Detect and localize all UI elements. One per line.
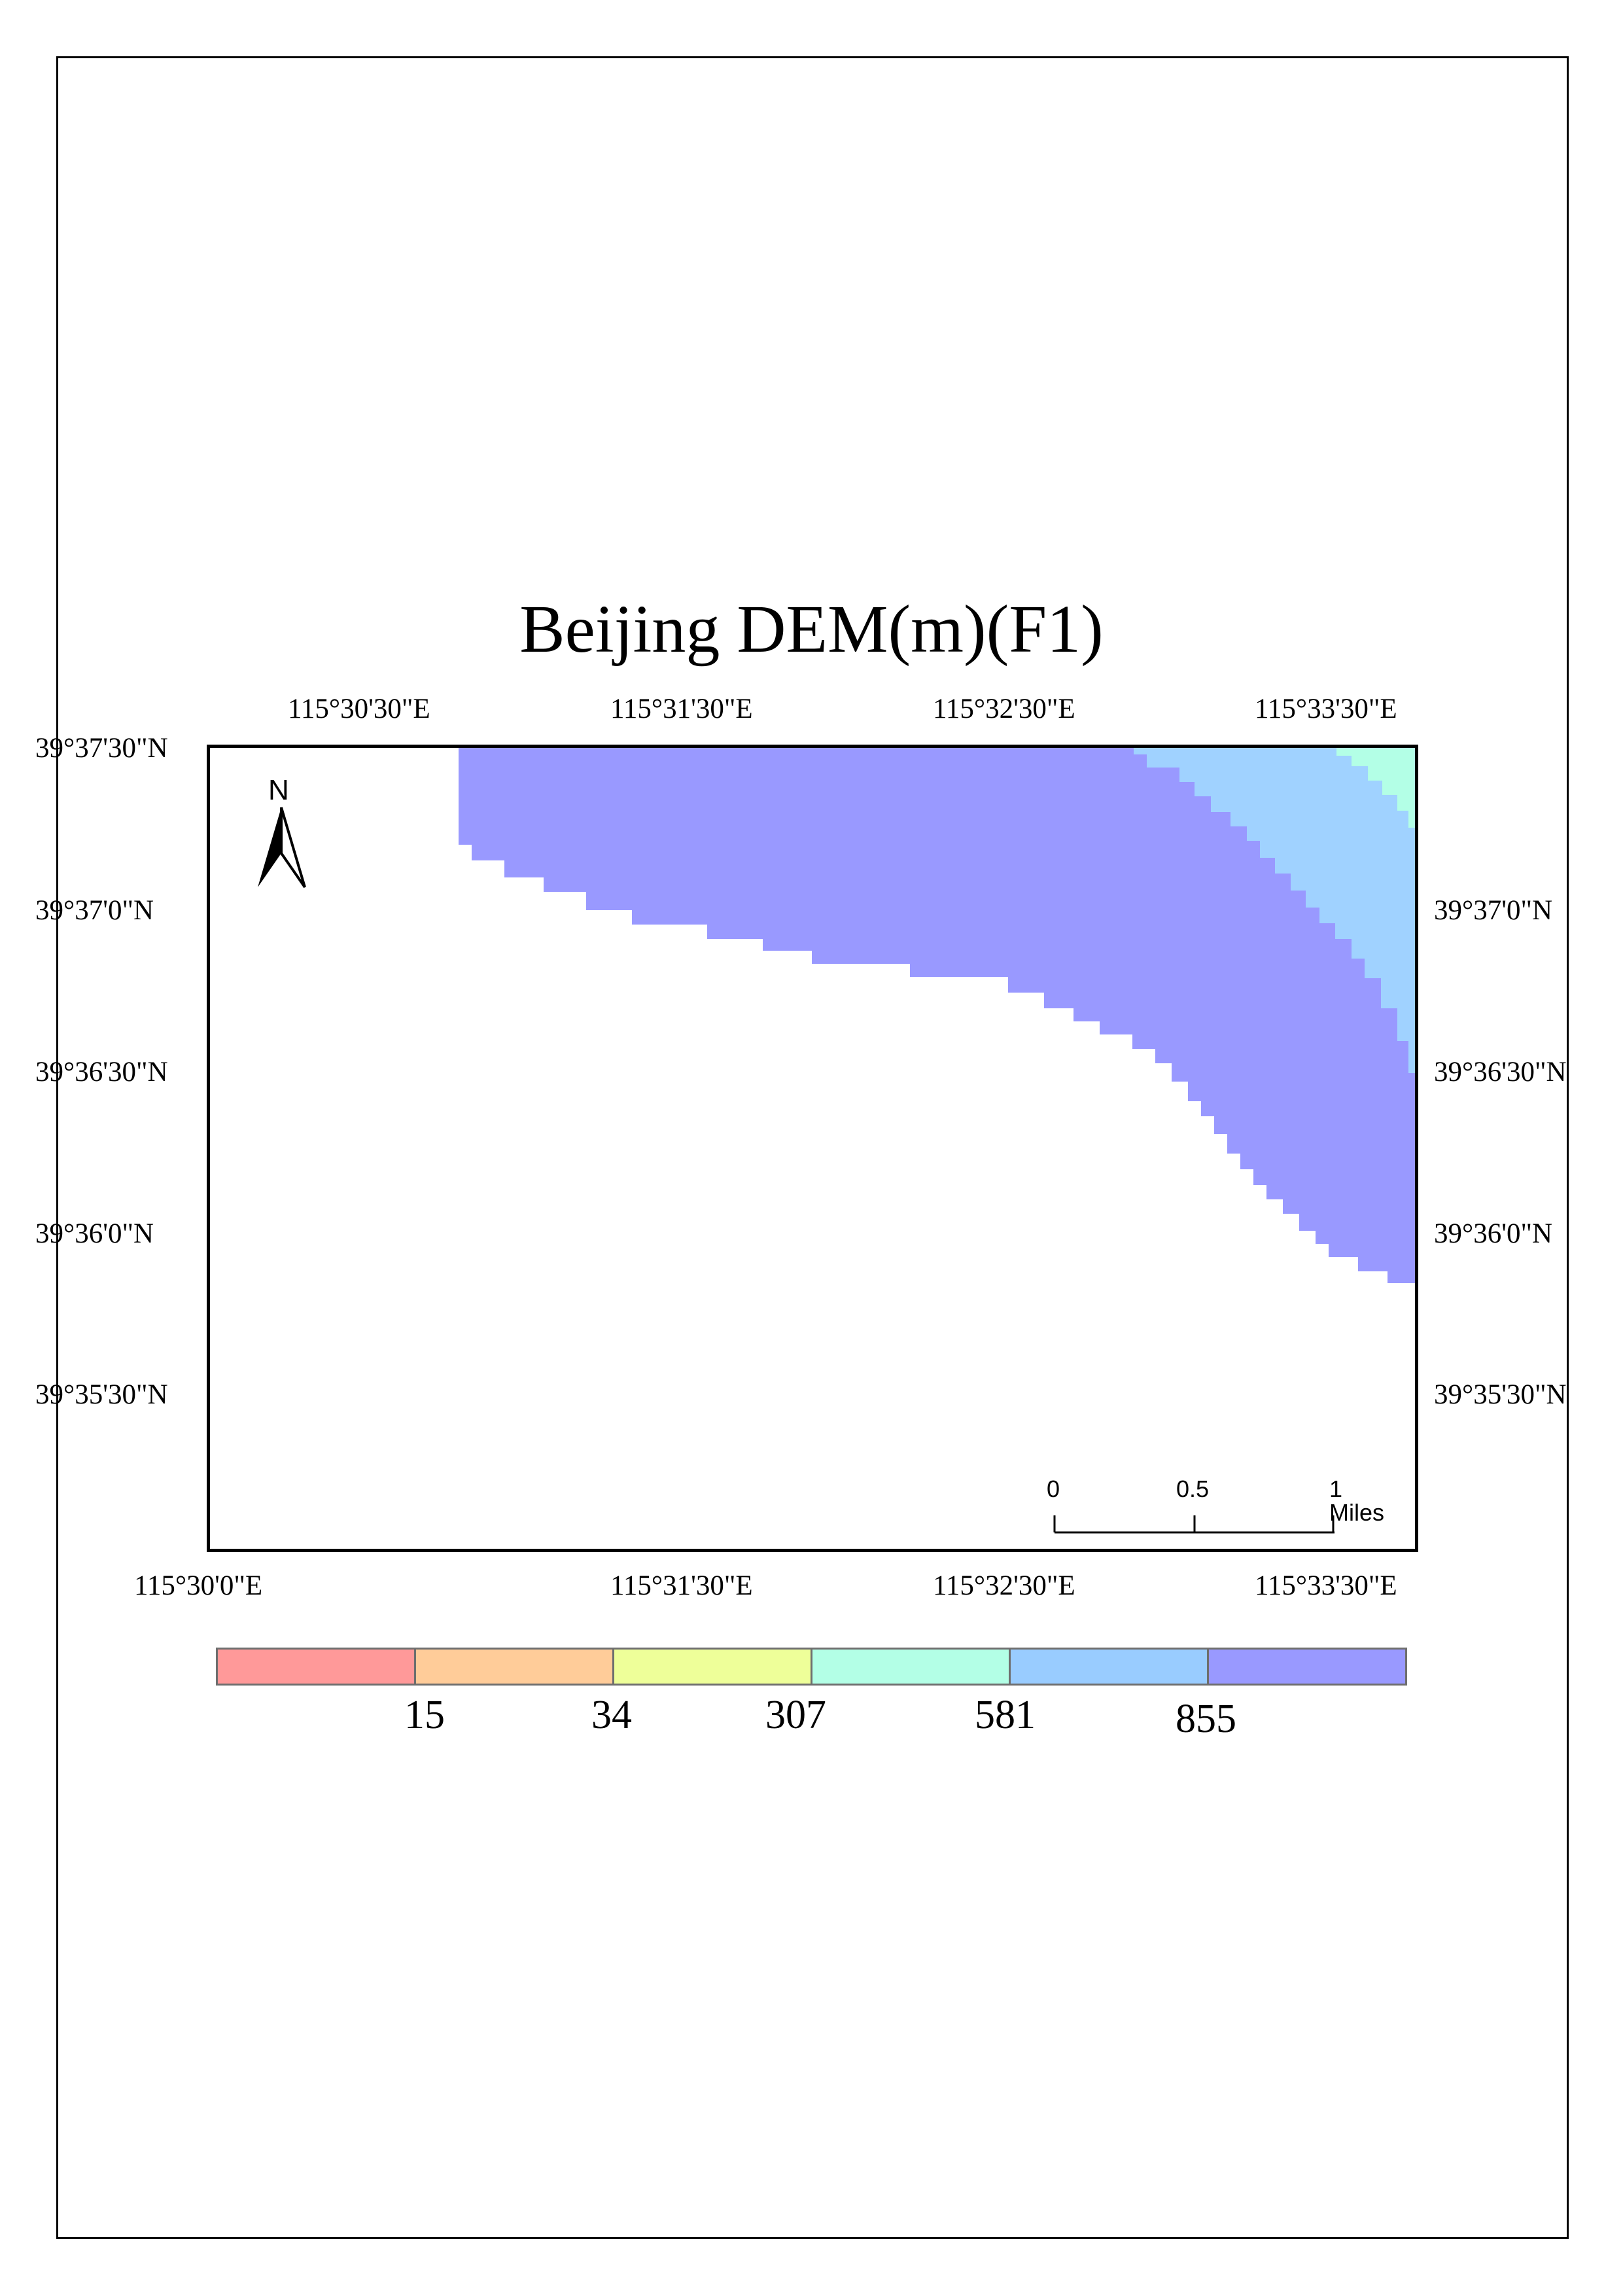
lon-tick-bottom-3: 115°32'30"E [933, 1570, 1075, 1601]
legend-swatch-3 [612, 1648, 812, 1686]
scale-bar: 0 0.5 1 Miles [1047, 1475, 1384, 1536]
north-arrow-icon [258, 807, 306, 889]
lon-tick-top-2: 115°31'30"E [610, 694, 753, 724]
lat-tick-right-3: 39°36'0"N [1434, 1218, 1553, 1249]
scale-label-mid: 0.5 [1176, 1475, 1210, 1502]
legend-break-3: 307 [765, 1693, 826, 1737]
raster-band-307-581 [1336, 748, 1415, 828]
lon-tick-bottom-2: 115°31'30"E [610, 1570, 753, 1601]
lat-tick-right-1: 39°37'0"N [1434, 895, 1553, 926]
lon-tick-top-4: 115°33'30"E [1255, 694, 1397, 724]
map-title: Beijing DEM(m)(F1) [519, 592, 1104, 667]
lat-tick-left-1: 39°37'30"N [35, 733, 168, 764]
legend-break-4: 581 [975, 1693, 1036, 1737]
legend-swatch-1 [216, 1648, 416, 1686]
lon-tick-top-1: 115°30'30"E [288, 694, 430, 724]
lon-tick-top-3: 115°32'30"E [933, 694, 1075, 724]
legend-swatch-2 [414, 1648, 614, 1686]
lat-tick-left-3: 39°36'30"N [35, 1057, 168, 1087]
raster-band-855-plus [459, 748, 1415, 1283]
lat-tick-right-2: 39°36'30"N [1434, 1057, 1567, 1087]
lon-tick-bottom-4: 115°33'30"E [1255, 1570, 1397, 1601]
lat-tick-left-5: 39°35'30"N [35, 1379, 168, 1410]
raster-band-581-855 [1134, 748, 1415, 1073]
legend-swatch-4 [811, 1648, 1011, 1686]
dem-raster [459, 748, 1415, 1283]
page-border [56, 56, 1569, 2239]
legend-break-5: 855 [1176, 1697, 1236, 1741]
lat-tick-left-4: 39°36'0"N [35, 1218, 154, 1249]
legend-swatch-6 [1207, 1648, 1407, 1686]
scale-bar-line [1053, 1515, 1335, 1534]
legend-break-2: 34 [591, 1693, 632, 1737]
north-arrow-label: N [268, 774, 289, 806]
lon-tick-bottom-1: 115°30'0"E [134, 1570, 263, 1601]
legend-swatch-5 [1009, 1648, 1209, 1686]
map-frame [207, 745, 1418, 1552]
lat-tick-left-2: 39°37'0"N [35, 895, 154, 926]
legend-break-1: 15 [404, 1693, 445, 1737]
scale-label-end: 1 Miles [1329, 1475, 1385, 1526]
scale-label-0: 0 [1047, 1475, 1060, 1502]
lat-tick-right-4: 39°35'30"N [1434, 1379, 1567, 1410]
